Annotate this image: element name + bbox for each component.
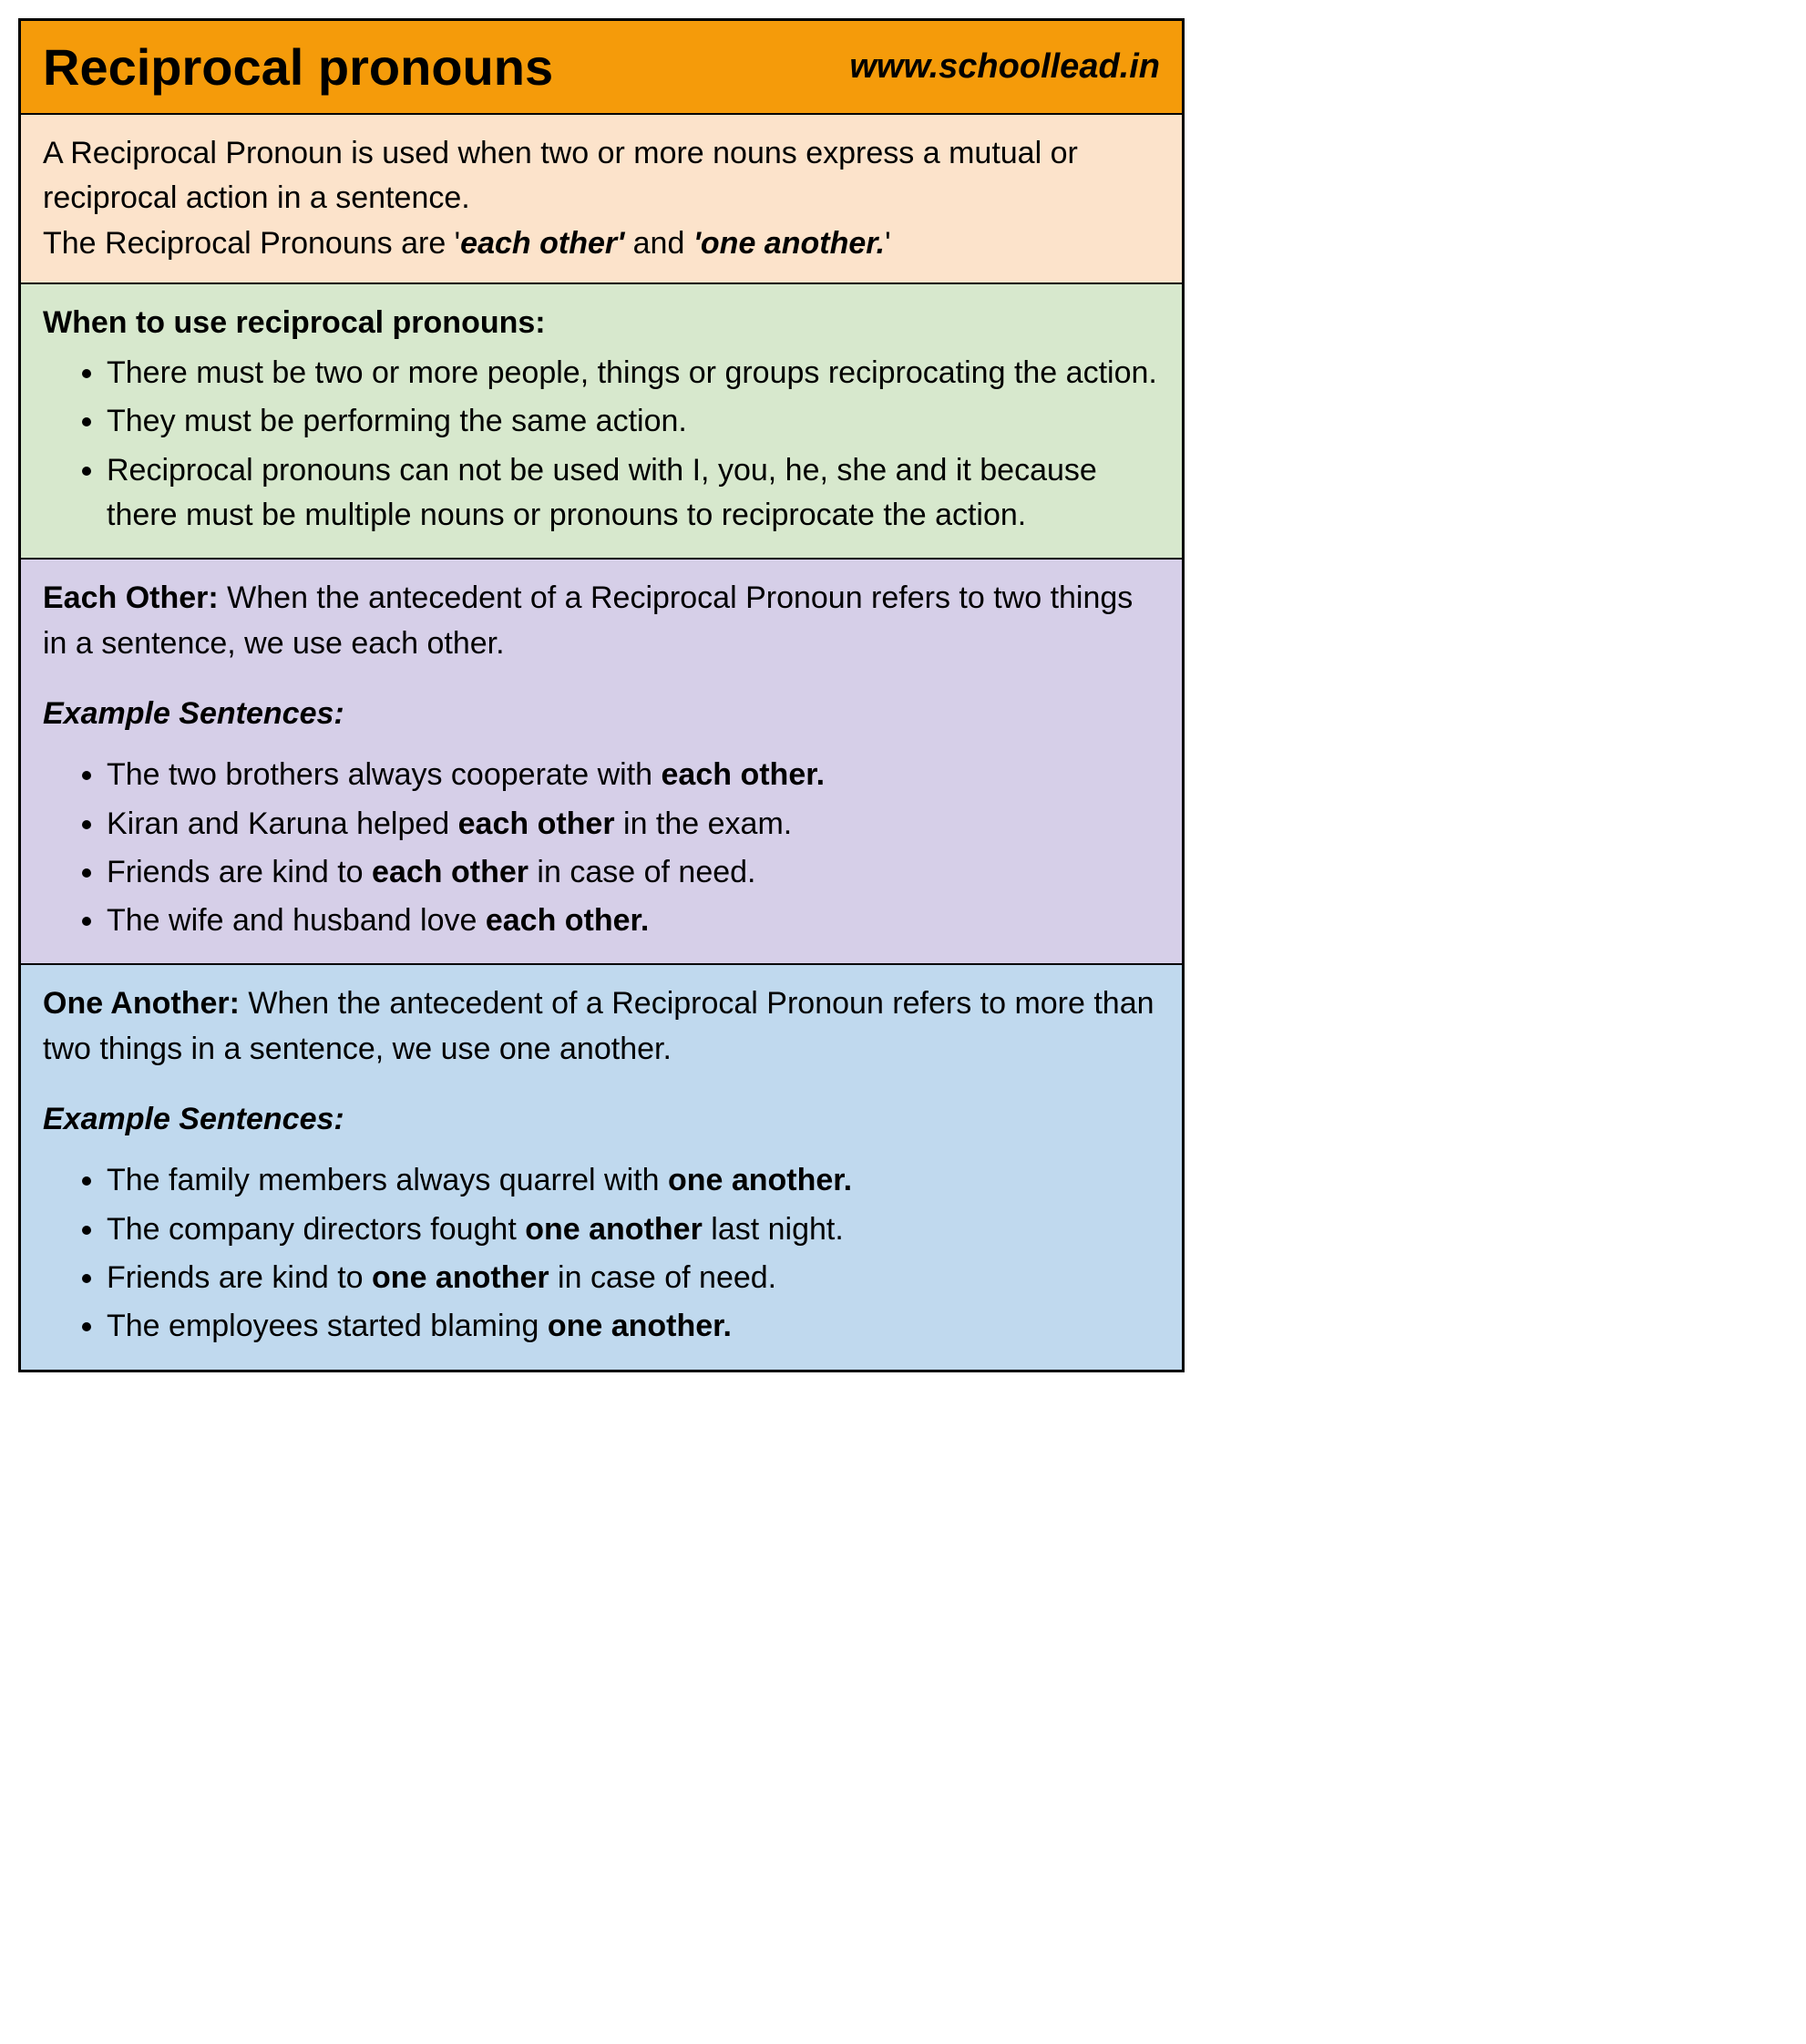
ex-post: in case of need. bbox=[549, 1260, 777, 1295]
ex-pre: Friends are kind to bbox=[107, 855, 372, 889]
intro-line2-post: ' bbox=[885, 226, 891, 261]
list-item: Friends are kind to each other in case o… bbox=[107, 850, 1160, 895]
document-container: Reciprocal pronouns www.schoollead.in A … bbox=[18, 18, 1185, 1372]
examples-heading: Example Sentences: bbox=[43, 692, 1160, 736]
when-heading: When to use reciprocal pronouns: bbox=[43, 301, 1160, 345]
header-bar: Reciprocal pronouns www.schoollead.in bbox=[21, 21, 1182, 115]
list-item: Friends are kind to one another in case … bbox=[107, 1256, 1160, 1300]
when-section: When to use reciprocal pronouns: There m… bbox=[21, 284, 1182, 560]
each-examples-list: The two brothers always cooperate with e… bbox=[43, 753, 1160, 943]
ex-bold: one another bbox=[525, 1212, 703, 1247]
intro-line1: A Reciprocal Pronoun is used when two or… bbox=[43, 131, 1160, 221]
list-item: The employees started blaming one anothe… bbox=[107, 1304, 1160, 1349]
intro-mid: and bbox=[624, 226, 693, 261]
list-item: They must be performing the same action. bbox=[107, 399, 1160, 444]
each-other-section: Each Other: When the antecedent of a Rec… bbox=[21, 560, 1182, 965]
one-desc-line: One Another: When the antecedent of a Re… bbox=[43, 981, 1160, 1072]
intro-line2-pre: The Reciprocal Pronouns are ' bbox=[43, 226, 460, 261]
source-url: www.schoollead.in bbox=[849, 47, 1160, 87]
list-item: There must be two or more people, things… bbox=[107, 351, 1160, 395]
each-desc-line: Each Other: When the antecedent of a Rec… bbox=[43, 576, 1160, 666]
ex-bold: each other bbox=[372, 855, 528, 889]
ex-bold: each other. bbox=[662, 757, 826, 792]
intro-line2: The Reciprocal Pronouns are 'each other'… bbox=[43, 221, 1160, 266]
list-item: The two brothers always cooperate with e… bbox=[107, 753, 1160, 797]
ex-post: in the exam. bbox=[615, 806, 793, 841]
one-examples-list: The family members always quarrel with o… bbox=[43, 1158, 1160, 1349]
examples-heading: Example Sentences: bbox=[43, 1097, 1160, 1142]
list-item: The family members always quarrel with o… bbox=[107, 1158, 1160, 1203]
ex-post: in case of need. bbox=[528, 855, 756, 889]
page-title: Reciprocal pronouns bbox=[43, 37, 553, 97]
ex-pre: The employees started blaming bbox=[107, 1309, 548, 1343]
ex-pre: The wife and husband love bbox=[107, 903, 486, 938]
ex-bold: one another bbox=[372, 1260, 549, 1295]
when-bullet-list: There must be two or more people, things… bbox=[43, 351, 1160, 538]
intro-section: A Reciprocal Pronoun is used when two or… bbox=[21, 115, 1182, 284]
list-item: The wife and husband love each other. bbox=[107, 899, 1160, 943]
list-item: Kiran and Karuna helped each other in th… bbox=[107, 802, 1160, 847]
ex-pre: The company directors fought bbox=[107, 1212, 525, 1247]
ex-bold: each other. bbox=[486, 903, 650, 938]
ex-bold: one another. bbox=[668, 1163, 852, 1197]
list-item: Reciprocal pronouns can not be used with… bbox=[107, 448, 1160, 539]
ex-pre: Friends are kind to bbox=[107, 1260, 372, 1295]
list-item: The company directors fought one another… bbox=[107, 1207, 1160, 1252]
ex-post: last night. bbox=[703, 1212, 844, 1247]
intro-term2: 'one another. bbox=[693, 226, 885, 261]
ex-pre: The family members always quarrel with bbox=[107, 1163, 668, 1197]
ex-pre: Kiran and Karuna helped bbox=[107, 806, 458, 841]
intro-term1: each other' bbox=[460, 226, 624, 261]
one-label: One Another: bbox=[43, 986, 240, 1021]
ex-bold: one another. bbox=[548, 1309, 732, 1343]
one-another-section: One Another: When the antecedent of a Re… bbox=[21, 965, 1182, 1369]
ex-pre: The two brothers always cooperate with bbox=[107, 757, 662, 792]
each-label: Each Other: bbox=[43, 580, 219, 615]
ex-bold: each other bbox=[458, 806, 615, 841]
